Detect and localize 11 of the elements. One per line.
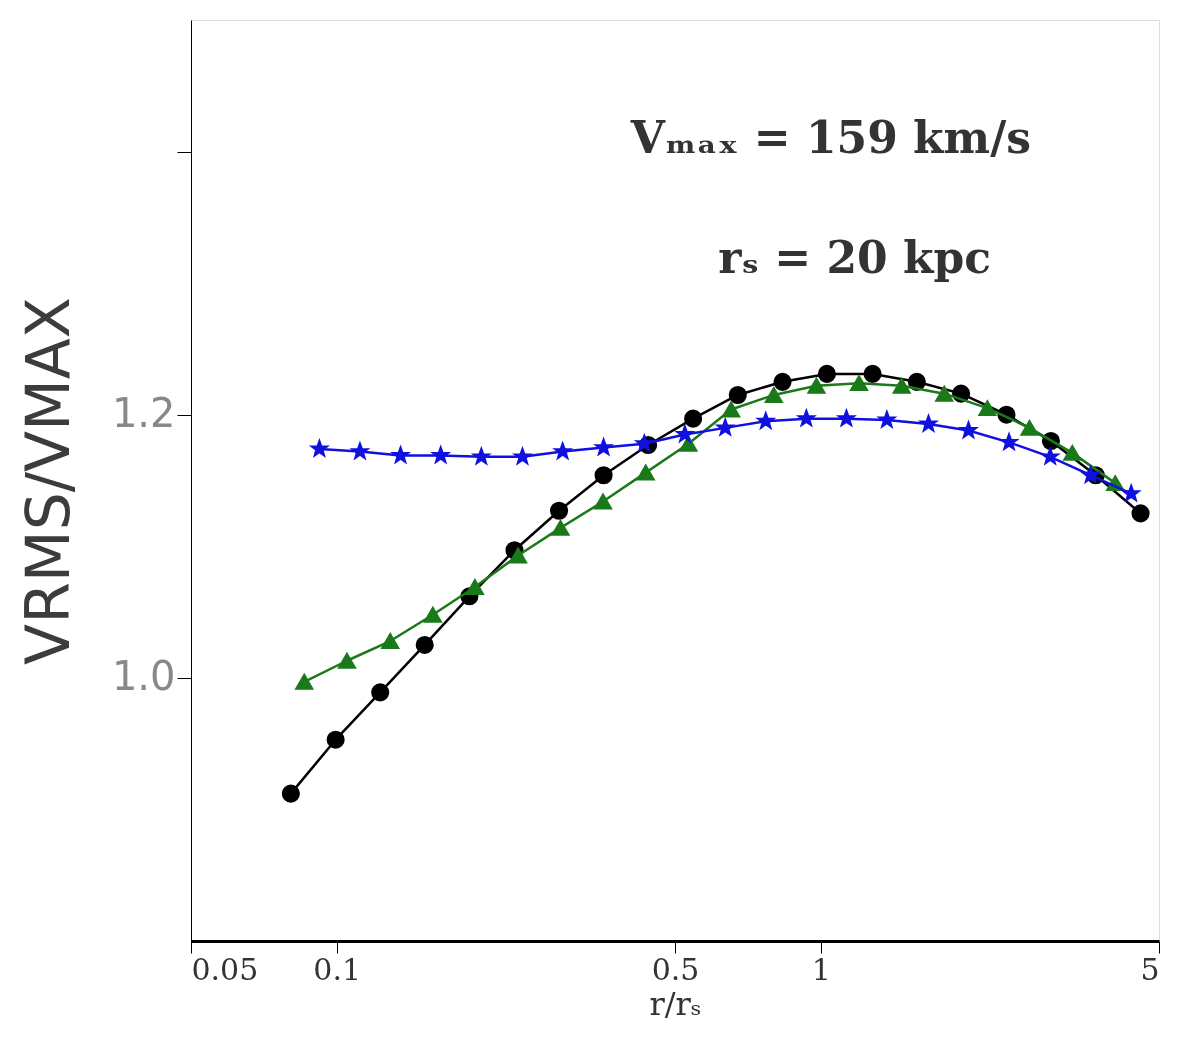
x-tick-label: 0.5 xyxy=(651,951,700,987)
x-tick-label: 1 xyxy=(811,951,831,987)
y-tick-label: 1.0 xyxy=(111,653,176,700)
annotation: rₛ = 20 kpc xyxy=(718,232,991,283)
x-tick-label: 0.1 xyxy=(313,951,362,987)
annotation: Vₘₐₓ = 159 km/s xyxy=(629,112,1031,163)
x-axis-title: r/rₛ xyxy=(649,984,702,1023)
y-axis-title: VRMS/VMAX xyxy=(12,297,83,665)
x-tick-label: 0.05 xyxy=(191,951,259,987)
y-tick-label: 1.2 xyxy=(111,390,176,437)
x-tick-label: 5 xyxy=(1140,951,1160,987)
